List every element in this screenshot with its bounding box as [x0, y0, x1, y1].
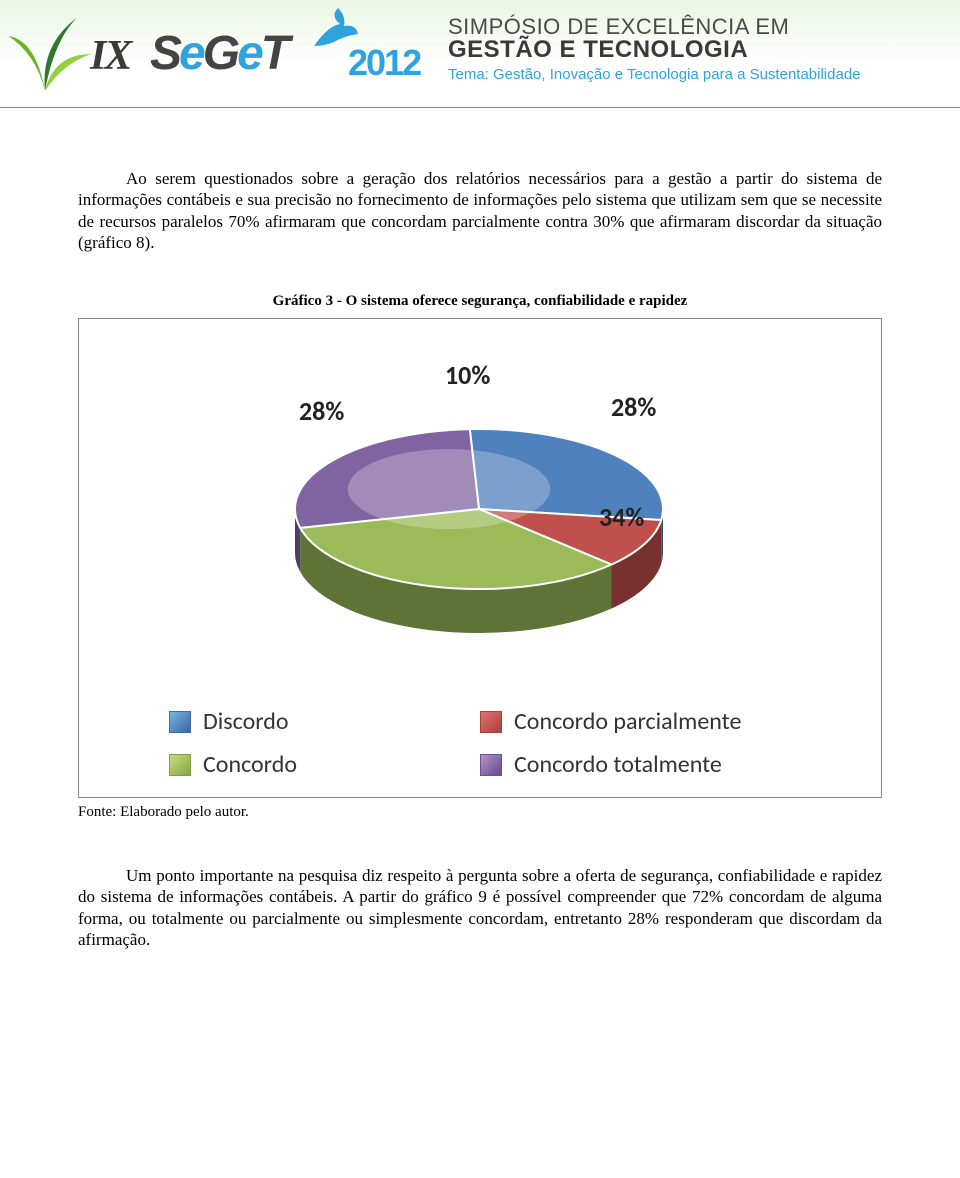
chart-legend: Discordo Concordo parcialmente Concordo Con…: [79, 707, 881, 779]
leaf-icon: [0, 0, 100, 100]
legend-label: Concordo totalmente: [514, 750, 722, 779]
banner-year: 2012: [348, 42, 420, 84]
legend-swatch: [169, 754, 191, 776]
legend-item: Concordo totalmente: [480, 750, 791, 779]
chart-source: Fonte: Elaborado pelo autor.: [78, 804, 882, 821]
chart-caption: Gráfico 3 - O sistema oferece segurança,…: [78, 293, 882, 310]
legend-swatch: [169, 711, 191, 733]
seget-g: G: [203, 27, 237, 80]
page-content: Ao serem questionados sobre a geração do…: [0, 108, 960, 1020]
seget-s: S: [150, 27, 179, 80]
legend-swatch: [480, 711, 502, 733]
pie-slice-label: 28%: [611, 391, 656, 423]
banner-title-line2: GESTÃO E TECNOLOGIA: [448, 36, 948, 64]
legend-label: Concordo parcialmente: [514, 707, 741, 736]
seget-t: T: [261, 27, 287, 80]
pie-slice-label: 10%: [445, 359, 490, 391]
banner-theme: Tema: Gestão, Inovação e Tecnologia para…: [448, 66, 948, 83]
pie-chart: 28% 10% 34% 28% Discordo Concordo parcialmen…: [78, 318, 882, 798]
pie-area: 28% 10% 34% 28%: [79, 319, 881, 649]
legend-item: Discordo: [169, 707, 480, 736]
legend-label: Concordo: [203, 750, 297, 779]
paragraph-2: Um ponto importante na pesquisa diz resp…: [78, 865, 882, 950]
event-banner: IX SeGeT 2012 SIMPÓSIO DE EXCELÊNCIA EM …: [0, 0, 960, 108]
banner-right: SIMPÓSIO DE EXCELÊNCIA EM GESTÃO E TECNO…: [448, 14, 948, 83]
banner-seget: SeGeT: [150, 26, 287, 81]
legend-item: Concordo: [169, 750, 480, 779]
seget-e1: e: [179, 27, 203, 80]
legend-label: Discordo: [203, 707, 289, 736]
pie-slice-label: 34%: [599, 501, 644, 533]
paragraph-1: Ao serem questionados sobre a geração do…: [78, 168, 882, 253]
legend-item: Concordo parcialmente: [480, 707, 791, 736]
banner-ix: IX: [90, 32, 130, 80]
legend-swatch: [480, 754, 502, 776]
pie-slice-label: 28%: [299, 395, 344, 427]
seget-e2: e: [237, 27, 261, 80]
